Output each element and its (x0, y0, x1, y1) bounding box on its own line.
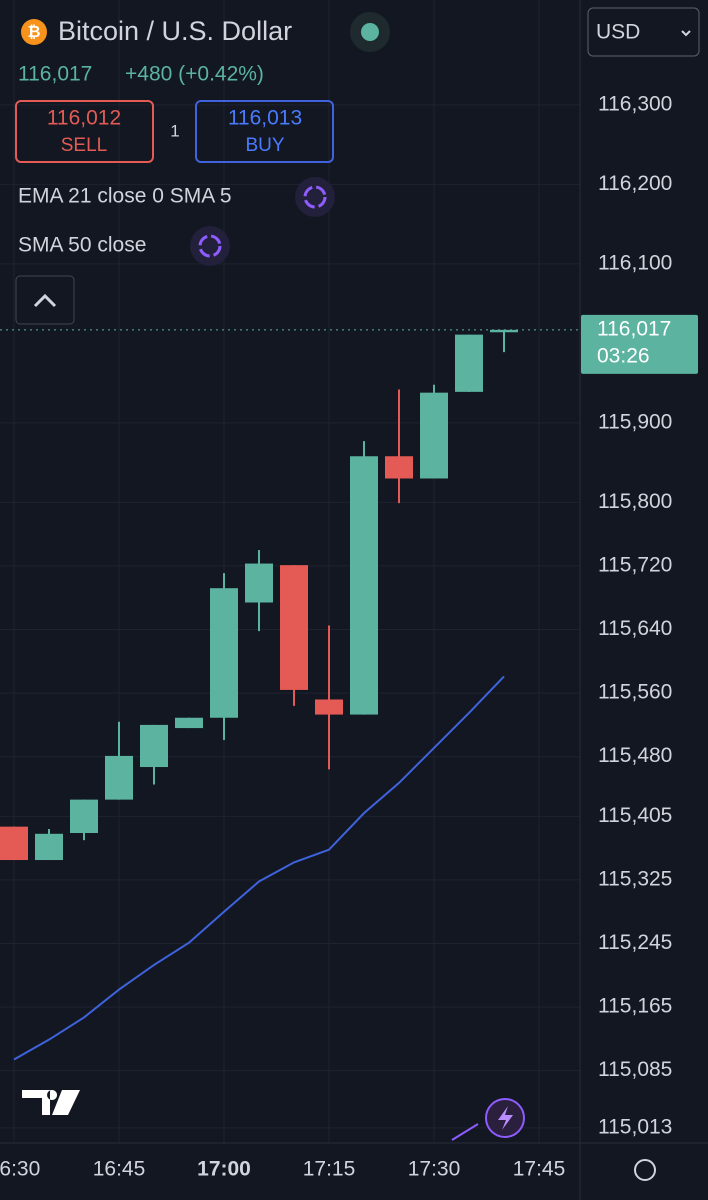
sell-price: 116,012 (47, 107, 121, 130)
y-tick-label: 116,100 (598, 251, 672, 274)
countdown: 03:26 (597, 344, 650, 367)
candle-body (140, 724, 168, 768)
dropdown-icon (681, 30, 691, 37)
candle-body (105, 755, 133, 800)
indicator-toggle[interactable] (190, 226, 230, 266)
candle-body (350, 456, 378, 715)
y-tick-label: 116,200 (598, 172, 672, 195)
candle-body (0, 826, 28, 861)
assistant-icon (498, 1106, 513, 1130)
indicator-icon (198, 234, 222, 258)
sell-label: SELL (61, 135, 107, 156)
candle-body (420, 392, 448, 479)
candle-body (175, 717, 203, 729)
indicator-legend: SMA 50 close (18, 234, 146, 257)
y-tick-label: 115,245 (598, 931, 672, 954)
status-dot (361, 23, 379, 41)
y-tick-label: 115,013 (598, 1115, 672, 1138)
y-tick-label: 115,325 (598, 867, 672, 890)
title: Bitcoin / U.S. Dollar (58, 16, 292, 46)
y-tick-label: 116,300 (598, 92, 672, 115)
last-price-label: 116,017 (597, 317, 671, 340)
x-tick-label: 17:00 (197, 1158, 251, 1181)
candle-body (70, 799, 98, 834)
y-tick-label: 115,085 (598, 1058, 672, 1081)
candle-body (385, 456, 413, 479)
y-tick-label: 115,405 (598, 804, 672, 827)
x-tick-label: 17:30 (408, 1158, 461, 1181)
x-tick-label: 16:45 (93, 1158, 146, 1181)
indicator-icon (303, 185, 327, 209)
btc-icon (21, 19, 47, 45)
indicator-toggle[interactable] (295, 177, 335, 217)
logo (22, 1090, 80, 1115)
buy-price: 116,013 (228, 107, 302, 130)
y-tick-label: 115,480 (598, 744, 672, 767)
btc-symbol: ₿ (27, 23, 40, 41)
y-tick-label: 115,560 (598, 681, 672, 704)
x-tick-label: 16:30 (0, 1158, 40, 1181)
buy-button[interactable] (195, 100, 334, 163)
spread: 1 (170, 121, 179, 140)
price: 116,017 (18, 63, 92, 86)
currency-select[interactable] (587, 7, 700, 57)
sell-button[interactable] (15, 100, 154, 163)
y-tick-label: 115,720 (598, 553, 672, 576)
currency: USD (596, 21, 640, 44)
candle-body (210, 588, 238, 718)
y-tick-label: 115,165 (598, 995, 672, 1018)
y-tick-label: 115,640 (598, 617, 672, 640)
x-tick-label: 17:15 (303, 1158, 356, 1181)
sma-line (13, 675, 505, 1061)
candle-body (35, 833, 63, 861)
indicator-legend: EMA 21 close 0 SMA 5 (18, 185, 232, 208)
drawing-line (451, 1123, 479, 1141)
candle-body (280, 565, 308, 690)
y-tick-label: 115,800 (598, 490, 672, 513)
y-tick-label: 115,900 (598, 410, 672, 433)
change: +480 (+0.42%) (125, 63, 264, 86)
candle-body (245, 563, 273, 603)
x-tick-label: 17:45 (513, 1158, 566, 1181)
candle-body (455, 334, 483, 392)
collapse-icon (33, 293, 57, 308)
settings-icon[interactable] (634, 1159, 656, 1181)
candle-body (490, 329, 518, 333)
buy-label: BUY (245, 135, 284, 156)
last-price-box (581, 314, 698, 374)
candle-body (315, 699, 343, 715)
collapse-button[interactable] (15, 275, 75, 325)
